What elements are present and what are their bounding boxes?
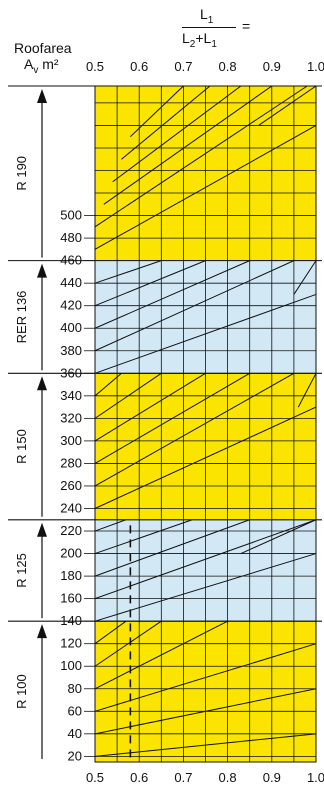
y-axis-title-line2: Av m² bbox=[24, 56, 59, 76]
zone-arrow-head bbox=[37, 376, 47, 391]
x-tick-label-bottom: 0.5 bbox=[86, 770, 104, 785]
formula-denominator: L2+L1 bbox=[182, 30, 217, 50]
ratio-line-27 bbox=[130, 85, 184, 138]
y-tick-label: 400 bbox=[60, 320, 82, 335]
formula-equals: = bbox=[242, 18, 251, 34]
ratio-line-21 bbox=[94, 260, 162, 284]
ratio-line-19 bbox=[94, 260, 250, 329]
zone-arrow-head bbox=[37, 624, 47, 639]
zone-label: R 150 bbox=[14, 429, 29, 464]
ratio-line-11 bbox=[94, 406, 317, 509]
y-tick-label: 280 bbox=[60, 455, 82, 470]
ratio-line-10 bbox=[94, 519, 127, 532]
y-tick-label: 360 bbox=[60, 365, 82, 380]
y-tick-label: 220 bbox=[60, 523, 82, 538]
y-tick-label: 440 bbox=[60, 275, 82, 290]
ratio-line-2 bbox=[94, 643, 317, 712]
axes bbox=[8, 85, 322, 759]
formula-numerator: L1 bbox=[200, 6, 214, 26]
y-tick-label: 100 bbox=[60, 658, 82, 673]
y-tick-label: 480 bbox=[60, 230, 82, 245]
y-tick-label: 240 bbox=[60, 501, 82, 516]
ratio-line-29 bbox=[258, 85, 317, 126]
y-tick-label: 500 bbox=[60, 208, 82, 223]
x-tick-label-top: 0.8 bbox=[219, 59, 237, 74]
y-tick-label: 120 bbox=[60, 636, 82, 651]
x-tick-label-bottom: 1.0 bbox=[307, 770, 324, 785]
ratio-line-31 bbox=[240, 519, 317, 555]
ratio-lines bbox=[94, 85, 317, 762]
x-tick-label-bottom: 0.6 bbox=[130, 770, 148, 785]
y-tick-label: 320 bbox=[60, 410, 82, 425]
grid-lines bbox=[94, 85, 317, 763]
ratio-line-23 bbox=[94, 85, 308, 228]
ratio-line-28 bbox=[293, 260, 317, 295]
y-tick-label: 420 bbox=[60, 298, 82, 313]
ratio-line-17 bbox=[94, 293, 317, 374]
ratio-line-26 bbox=[121, 85, 211, 160]
zone-label: R 100 bbox=[14, 674, 29, 709]
ratio-line-5 bbox=[94, 620, 127, 645]
ratio-formula: L1 L2+L1 = bbox=[178, 6, 268, 56]
ratio-line-3 bbox=[94, 620, 228, 690]
ratio-line-15 bbox=[94, 372, 162, 419]
ratio-line-0 bbox=[94, 733, 317, 757]
y-tick-label: 260 bbox=[60, 478, 82, 493]
ratio-line-22 bbox=[94, 124, 317, 250]
y-tick-label: 20 bbox=[68, 748, 82, 763]
x-tick-label-top: 0.5 bbox=[86, 59, 104, 74]
ratio-line-14 bbox=[94, 372, 206, 442]
x-tick-label-bottom: 0.7 bbox=[174, 770, 192, 785]
y-tick-label: 140 bbox=[60, 613, 82, 628]
y-tick-label: 300 bbox=[60, 433, 82, 448]
ratio-line-13 bbox=[94, 372, 250, 464]
zone-label: RER 136 bbox=[14, 291, 29, 344]
y-tick-label: 40 bbox=[68, 726, 82, 741]
x-tick-label-bottom: 0.9 bbox=[263, 770, 281, 785]
formula-fraction-bar bbox=[182, 27, 236, 28]
ratio-line-16 bbox=[94, 372, 122, 397]
y-tick-label: 80 bbox=[68, 681, 82, 696]
y-tick-label: 340 bbox=[60, 388, 82, 403]
y-axis-title-line1: Roofarea bbox=[14, 40, 72, 56]
tick-labels: R 100 R 125 R 150 RER 136 R 190 20 40 60 80 100 12… bbox=[14, 59, 324, 785]
ratio-line-25 bbox=[112, 85, 242, 183]
y-tick-label: 200 bbox=[60, 546, 82, 561]
ratio-line-1 bbox=[94, 688, 317, 735]
ratio-line-8 bbox=[94, 519, 250, 577]
zone-arrow-head bbox=[37, 522, 47, 537]
x-tick-label-top: 0.6 bbox=[130, 59, 148, 74]
ratio-line-24 bbox=[103, 85, 273, 205]
ratio-line-30 bbox=[297, 373, 317, 408]
ratio-line-6 bbox=[94, 553, 317, 622]
ratio-line-18 bbox=[94, 260, 295, 352]
ratio-line-4 bbox=[94, 620, 162, 667]
y-tick-label: 460 bbox=[60, 253, 82, 268]
ratio-line-12 bbox=[94, 372, 295, 487]
zone-label: R 125 bbox=[14, 553, 29, 588]
x-tick-label-top: 0.7 bbox=[174, 59, 192, 74]
ratio-line-9 bbox=[94, 519, 193, 555]
ratio-line-7 bbox=[94, 519, 317, 600]
zone-arrow-head bbox=[37, 89, 47, 103]
y-tick-label: 60 bbox=[68, 703, 82, 718]
zone-label: R 190 bbox=[14, 156, 29, 191]
y-tick-label: 180 bbox=[60, 568, 82, 583]
zone-arrow-head bbox=[37, 263, 47, 278]
x-tick-label-bottom: 0.8 bbox=[219, 770, 237, 785]
y-tick-label: 160 bbox=[60, 591, 82, 606]
x-tick-label-top: 0.9 bbox=[263, 59, 281, 74]
y-tick-label: 380 bbox=[60, 343, 82, 358]
x-tick-label-top: 1.0 bbox=[307, 59, 324, 74]
ratio-line-20 bbox=[94, 260, 206, 307]
